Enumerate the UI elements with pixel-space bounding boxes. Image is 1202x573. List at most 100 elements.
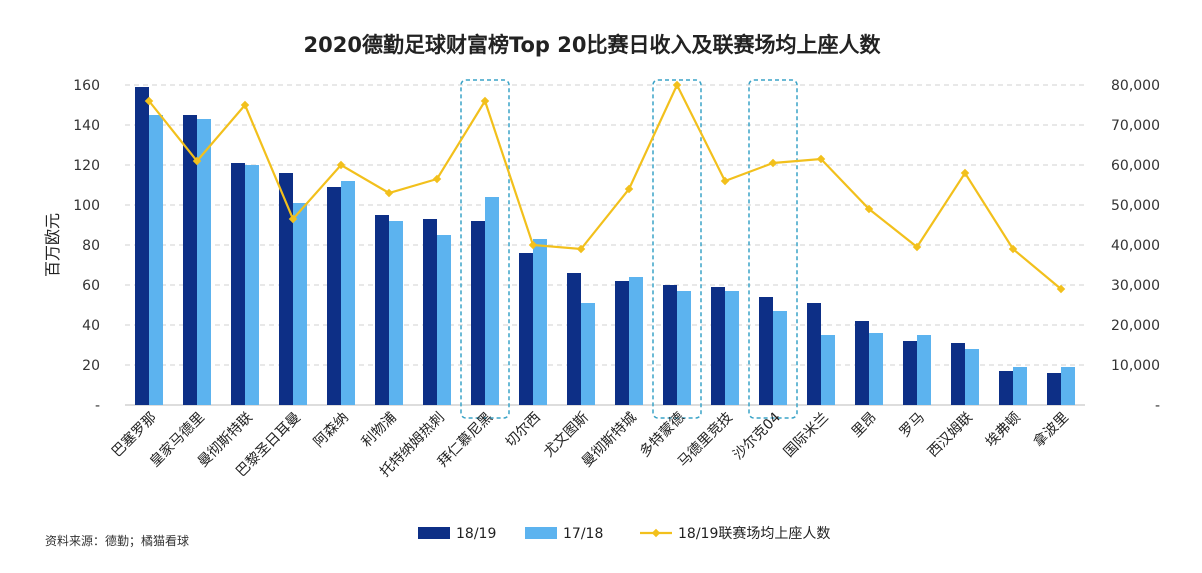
y2-tick-label: 60,000: [1111, 158, 1160, 174]
bar-17-18: [965, 349, 979, 405]
bar-18-19: [375, 215, 389, 405]
bar-18-19: [135, 87, 149, 405]
left-axis-ticks: - 20 40 60 80 100 120 140 160: [73, 78, 100, 414]
y2-tick-label: 10,000: [1111, 358, 1160, 374]
attendance-point: [432, 174, 442, 184]
highlight-boxes: [460, 79, 798, 419]
chart-title: 2020德勤足球财富榜Top 20比赛日收入及联赛场均上座人数: [304, 33, 882, 57]
y-tick-label: 80: [82, 238, 100, 254]
category-label: 埃弗顿: [983, 410, 1024, 451]
bar-18-19: [855, 321, 869, 405]
y-tick-label: 60: [82, 278, 100, 294]
bar-18-19: [615, 281, 629, 405]
category-label: 拿波里: [1030, 409, 1072, 451]
attendance-point: [672, 80, 682, 90]
bar-18-19: [999, 371, 1013, 405]
bar-18-19: [279, 173, 293, 405]
attendance-point: [768, 158, 778, 168]
legend-label: 18/19: [456, 526, 496, 542]
legend-swatch: [525, 527, 557, 539]
category-label: 利物浦: [359, 410, 400, 451]
bar-18-19: [567, 273, 581, 405]
category-label: 国际米兰: [781, 410, 832, 461]
category-label: 里昂: [849, 410, 880, 441]
bar-17-18: [677, 291, 691, 405]
y-tick-label: 120: [73, 158, 100, 174]
bar-17-18: [821, 335, 835, 405]
highlight-box: [652, 79, 702, 419]
y-tick-label: 140: [73, 118, 100, 134]
bar-18-19: [711, 287, 725, 405]
bar-18-19: [759, 297, 773, 405]
bar-18-19: [423, 219, 437, 405]
gridlines: [125, 84, 1085, 406]
bar-17-18: [245, 165, 259, 405]
category-label: 阿森纳: [311, 410, 352, 451]
category-label: 罗马: [897, 410, 928, 441]
attendance-line-path: [148, 82, 1062, 290]
right-axis-ticks: - 10,000 20,000 30,000 40,000 50,000 60,000 70,…: [1111, 78, 1160, 414]
attendance-point: [384, 188, 394, 198]
attendance-point: [720, 176, 730, 186]
bar-17-18: [581, 303, 595, 405]
bar-18-19: [807, 303, 821, 405]
y-tick-label: 20: [82, 358, 100, 374]
bar-18-19: [951, 343, 965, 405]
bar-17-18: [917, 335, 931, 405]
bar-18-19: [519, 253, 533, 405]
y-tick-label: 40: [82, 318, 100, 334]
bar-18-19: [231, 163, 245, 405]
legend-swatch: [418, 527, 450, 539]
y2-tick-label: 40,000: [1111, 238, 1160, 254]
legend-marker: [651, 528, 661, 538]
legend-label: 17/18: [563, 526, 603, 542]
attendance-point: [240, 100, 250, 110]
y-tick-label: -: [95, 398, 100, 414]
y-tick-label: 100: [73, 198, 100, 214]
attendance-point: [144, 96, 154, 106]
bar-17-18: [485, 197, 499, 405]
y-tick-label: 160: [73, 78, 100, 94]
attendance-point: [1056, 284, 1066, 294]
legend-label: 18/19联赛场均上座人数: [678, 526, 830, 542]
attendance-point: [336, 160, 346, 170]
y2-tick-label: 30,000: [1111, 278, 1160, 294]
bar-18-19: [663, 285, 677, 405]
bar-18-19: [183, 115, 197, 405]
bar-17-18: [437, 235, 451, 405]
category-label: 西汉姆联: [925, 410, 976, 461]
bar-17-18: [869, 333, 883, 405]
bar-18-19: [903, 341, 917, 405]
y2-tick-label: 50,000: [1111, 198, 1160, 214]
bar-17-18: [1013, 367, 1027, 405]
highlight-box: [748, 79, 798, 419]
attendance-point: [480, 96, 490, 106]
attendance-point: [288, 214, 298, 224]
bar-18-19: [327, 187, 341, 405]
y2-tick-label: 80,000: [1111, 78, 1160, 94]
bars: [135, 87, 1075, 405]
bar-17-18: [341, 181, 355, 405]
bar-17-18: [149, 115, 163, 405]
bar-17-18: [389, 221, 403, 405]
legend: 18/19 17/18 18/19联赛场均上座人数: [418, 526, 830, 542]
bar-18-19: [1047, 373, 1061, 405]
y2-tick-label: 20,000: [1111, 318, 1160, 334]
bar-17-18: [773, 311, 787, 405]
bar-17-18: [629, 277, 643, 405]
source-note: 资料来源：德勤；橘猫看球: [45, 533, 189, 548]
y-axis-label: 百万欧元: [43, 213, 62, 277]
category-label: 切尔西: [503, 410, 544, 451]
attendance-point: [192, 156, 202, 166]
y2-tick-label: -: [1155, 398, 1160, 414]
bar-17-18: [197, 119, 211, 405]
bar-17-18: [1061, 367, 1075, 405]
bar-17-18: [533, 239, 547, 405]
bar-17-18: [725, 291, 739, 405]
bar-17-18: [293, 203, 307, 405]
bar-18-19: [471, 221, 485, 405]
y2-tick-label: 70,000: [1111, 118, 1160, 134]
highlight-box: [460, 79, 510, 419]
